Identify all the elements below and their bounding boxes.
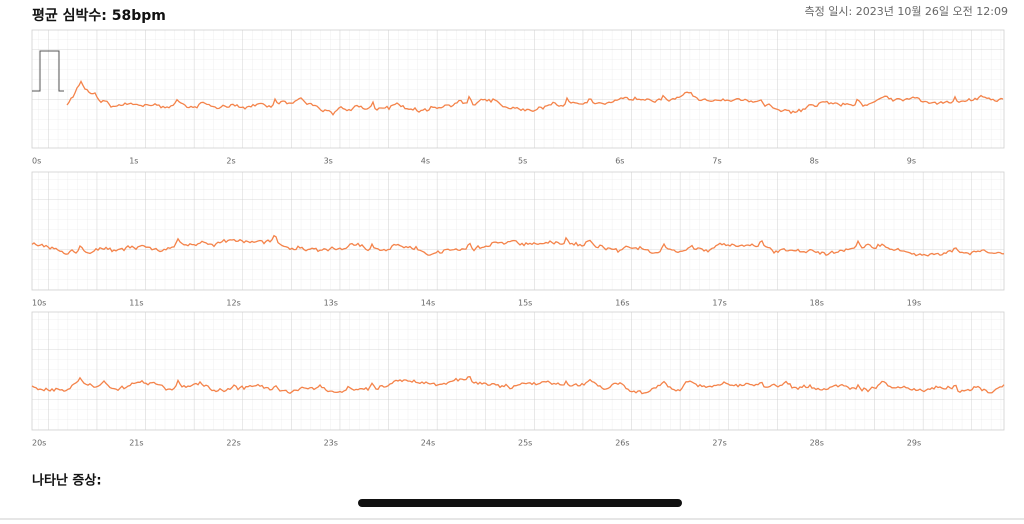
time-label: 21s [129,439,143,448]
home-indicator [358,499,682,507]
time-label: 3s [324,157,333,166]
time-label: 10s [32,299,46,308]
time-label: 4s [421,157,430,166]
time-label: 20s [32,439,46,448]
time-label: 13s [324,299,338,308]
time-label: 8s [810,157,819,166]
symptoms-label: 나타난 증상: [32,473,102,489]
time-label: 11s [129,299,143,308]
measured-at: 측정 일시: 2023년 10월 26일 오전 12:09 [805,4,1008,18]
time-label: 6s [615,157,624,166]
time-label: 27s [712,439,726,448]
ecg-grid-major [31,311,1005,431]
time-label: 22s [226,439,240,448]
ecg-grid-major [31,171,1005,291]
ecg-trace [31,376,1005,395]
time-label: 0s [32,157,41,166]
time-label: 24s [421,439,435,448]
time-label: 18s [810,299,824,308]
time-label: 26s [615,439,629,448]
time-label: 9s [907,157,916,166]
time-label: 15s [518,299,532,308]
calibration-pulse [32,50,64,92]
time-label: 28s [810,439,824,448]
time-label: 14s [421,299,435,308]
time-label: 23s [324,439,338,448]
time-label: 5s [518,157,527,166]
ecg-trace [66,79,1004,116]
time-label: 16s [615,299,629,308]
time-label: 25s [518,439,532,448]
time-label: 29s [907,439,921,448]
time-label: 7s [712,157,721,166]
heart-rate-title: 평균 심박수: 58bpm [32,7,166,24]
time-label: 19s [907,299,921,308]
time-label: 17s [712,299,726,308]
time-label: 1s [129,157,138,166]
time-label: 12s [226,299,240,308]
ecg-grid-major [31,29,1005,149]
time-label: 2s [226,157,235,166]
ecg-trace [31,234,1005,257]
